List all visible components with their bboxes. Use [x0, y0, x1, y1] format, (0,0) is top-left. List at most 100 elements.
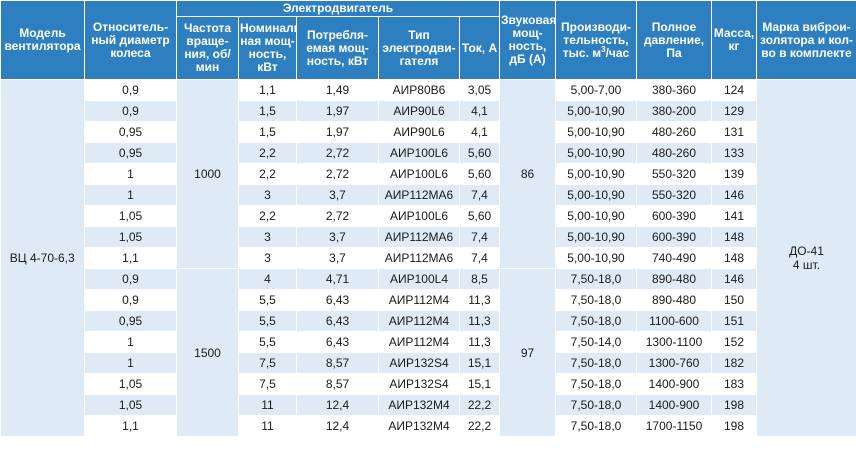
mass-cell: 183 [711, 373, 757, 395]
pressure-cell: 1700-1150 [636, 415, 712, 437]
nominal-power-cell: 3 [238, 247, 297, 269]
consumed-power-cell: 12,4 [296, 415, 379, 437]
current-cell: 11,3 [459, 289, 500, 311]
consumed-power-cell: 8,57 [296, 352, 379, 374]
header-motor-type: Тип электродви-гателя [378, 16, 460, 80]
current-cell: 4,1 [459, 121, 500, 143]
motor-type-cell: АИР90L6 [378, 121, 460, 143]
diameter-cell: 1,1 [84, 247, 177, 269]
motor-type-cell: АИР112МА6 [378, 184, 460, 206]
header-consumed-power: Потребля-емая мощ-ность, кВт [296, 16, 379, 80]
nominal-power-cell: 5,5 [238, 289, 297, 311]
nominal-power-cell: 2,2 [238, 142, 297, 164]
consumed-power-cell: 8,57 [296, 373, 379, 395]
table-header: Модель вентилятора Относитель-ный диамет… [0, 0, 856, 80]
diameter-cell: 0,9 [84, 79, 177, 101]
capacity-cell: 5,00-7,00 [555, 79, 637, 101]
pressure-cell: 1400-900 [636, 373, 712, 395]
pressure-cell: 480-260 [636, 142, 712, 164]
capacity-cell: 5,00-10,90 [555, 121, 637, 143]
current-cell: 15,1 [459, 373, 500, 395]
table-row: 1,05 11 12,4 АИР132М4 22,2 7,50-18,0 1400-900 1… [1, 394, 856, 416]
diameter-cell: 1,05 [84, 226, 177, 248]
mass-cell: 141 [711, 205, 757, 227]
capacity-cell: 7,50-18,0 [555, 394, 637, 416]
mass-cell: 151 [711, 310, 757, 332]
consumed-power-cell: 2,72 [296, 142, 379, 164]
diameter-cell: 1 [84, 352, 177, 374]
mass-cell: 198 [711, 415, 757, 437]
current-cell: 11,3 [459, 310, 500, 332]
nominal-power-cell: 7,5 [238, 352, 297, 374]
consumed-power-cell: 1,49 [296, 79, 379, 101]
nominal-power-cell: 1,5 [238, 100, 297, 122]
capacity-cell: 7,50-14,0 [555, 331, 637, 353]
header-nominal-power: Номиналь-ная мощ-ность, кВт [238, 16, 297, 80]
table-row: 0,95 1,5 1,97 АИР90L6 4,1 5,00-10,90 480-260 13… [1, 121, 856, 143]
table-row: 0,95 5,5 6,43 АИР112М4 11,3 7,50-18,0 1100-600… [1, 310, 856, 332]
diameter-cell: 0,95 [84, 142, 177, 164]
nominal-power-cell: 7,5 [238, 373, 297, 395]
motor-type-cell: АИР132М4 [378, 415, 460, 437]
nominal-power-cell: 3 [238, 226, 297, 248]
capacity-cell: 5,00-10,90 [555, 205, 637, 227]
isolator-cell: ДО-41 4 шт. [756, 79, 856, 437]
header-capacity-prefix: Производи-тельность, тыс. м [560, 19, 631, 60]
nominal-power-cell: 11 [238, 394, 297, 416]
current-cell: 22,2 [459, 394, 500, 416]
fan-spec-table: Модель вентилятора Относитель-ный диамет… [0, 0, 856, 437]
mass-cell: 129 [711, 100, 757, 122]
motor-type-cell: АИР132S4 [378, 352, 460, 374]
model-cell: ВЦ 4-70-6,3 [0, 79, 85, 437]
table-row: 0,95 2,2 2,72 АИР100L6 5,60 5,00-10,90 480-260… [1, 142, 856, 164]
current-cell: 4,1 [459, 100, 500, 122]
header-isolator: Марка виброи-золятора и кол-во в комплек… [756, 0, 856, 80]
mass-cell: 198 [711, 394, 757, 416]
mass-cell: 133 [711, 142, 757, 164]
motor-type-cell: АИР80В6 [378, 79, 460, 101]
table-row: 1,1 3 3,7 АИР112МА6 7,4 5,00-10,90 740-490 148 [1, 247, 856, 269]
sound-cell: 97 [499, 268, 556, 437]
consumed-power-cell: 1,97 [296, 100, 379, 122]
header-capacity-suffix: /час [605, 45, 630, 60]
diameter-cell: 0,9 [84, 268, 177, 290]
nominal-power-cell: 5,5 [238, 310, 297, 332]
header-diameter: Относитель-ный диаметр колеса [84, 0, 177, 80]
pressure-cell: 740-490 [636, 247, 712, 269]
table-row: 1 2,2 2,72 АИР100L6 5,60 5,00-10,90 550-320 139 [1, 163, 856, 185]
consumed-power-cell: 6,43 [296, 310, 379, 332]
motor-type-cell: АИР100L6 [378, 205, 460, 227]
nominal-power-cell: 3 [238, 184, 297, 206]
header-sound: Звуковая мощ-ность, дБ (А) [499, 0, 556, 80]
header-motor-group: Электродвигатель [176, 0, 500, 17]
pressure-cell: 550-320 [636, 163, 712, 185]
nominal-power-cell: 2,2 [238, 205, 297, 227]
nominal-power-cell: 11 [238, 415, 297, 437]
motor-type-cell: АИР132S4 [378, 373, 460, 395]
consumed-power-cell: 6,43 [296, 289, 379, 311]
pressure-cell: 550-320 [636, 184, 712, 206]
consumed-power-cell: 6,43 [296, 331, 379, 353]
mass-cell: 152 [711, 331, 757, 353]
diameter-cell: 0,95 [84, 310, 177, 332]
capacity-cell: 5,00-10,90 [555, 226, 637, 248]
table-row: 0,9 5,5 6,43 АИР112М4 11,3 7,50-18,0 890-480 15… [1, 289, 856, 311]
current-cell: 7,4 [459, 226, 500, 248]
nominal-power-cell: 1,1 [238, 79, 297, 101]
capacity-cell: 5,00-10,90 [555, 184, 637, 206]
capacity-cell: 7,50-18,0 [555, 373, 637, 395]
mass-cell: 124 [711, 79, 757, 101]
motor-type-cell: АИР112МА6 [378, 247, 460, 269]
consumed-power-cell: 2,72 [296, 163, 379, 185]
pressure-cell: 890-480 [636, 268, 712, 290]
pressure-cell: 480-260 [636, 121, 712, 143]
current-cell: 3,05 [459, 79, 500, 101]
motor-type-cell: АИР112М4 [378, 331, 460, 353]
diameter-cell: 1,05 [84, 394, 177, 416]
capacity-cell: 5,00-10,90 [555, 100, 637, 122]
consumed-power-cell: 3,7 [296, 247, 379, 269]
capacity-cell: 5,00-10,90 [555, 163, 637, 185]
capacity-cell: 5,00-10,90 [555, 142, 637, 164]
current-cell: 5,60 [459, 163, 500, 185]
pressure-cell: 890-480 [636, 289, 712, 311]
